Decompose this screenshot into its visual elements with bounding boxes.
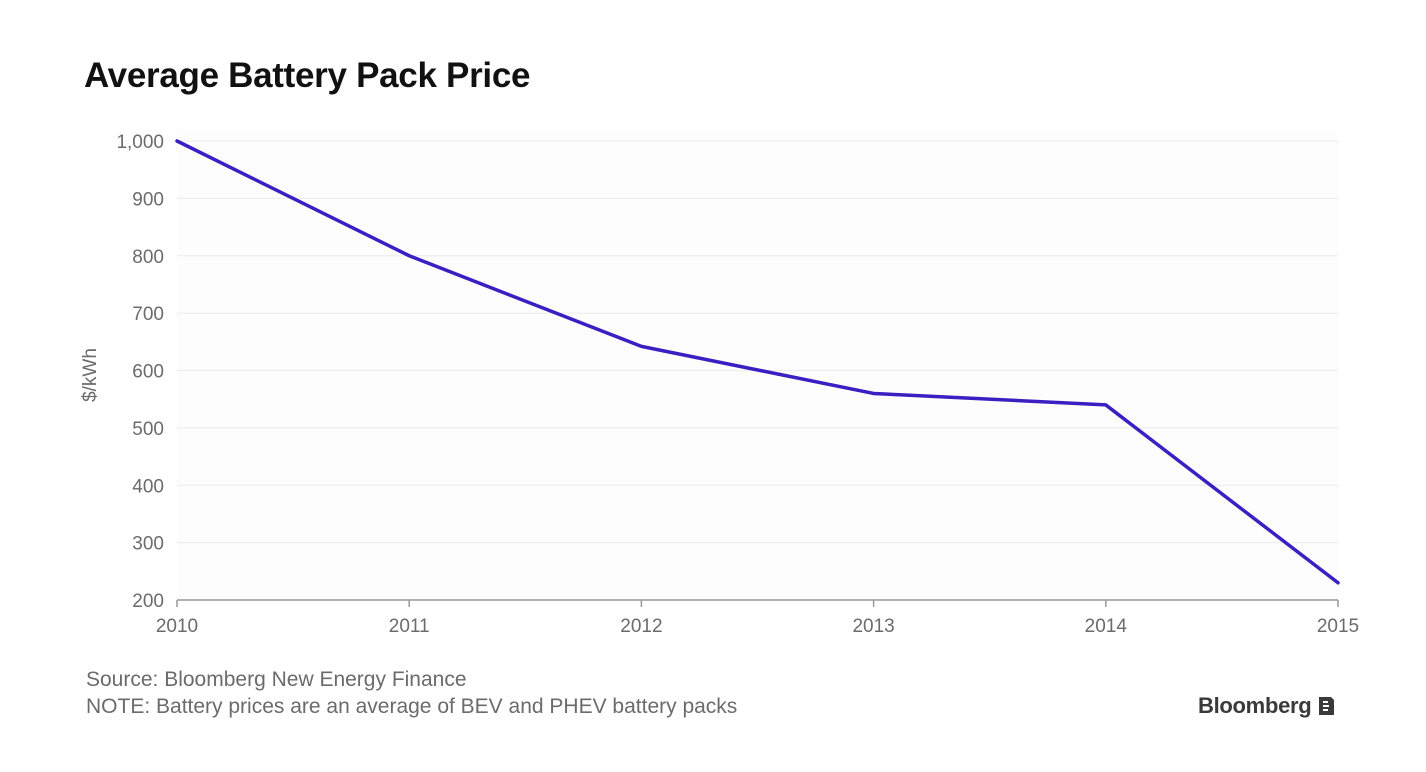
y-tick-label: 1,000 xyxy=(116,132,164,153)
y-tick-label: 400 xyxy=(132,476,164,497)
x-axis-tick-labels: 2010 2011 2012 2013 2014 2015 xyxy=(156,616,1359,637)
gridlines xyxy=(177,140,1338,544)
series-line xyxy=(175,139,1340,585)
source-note: Source: Bloomberg New Energy Finance xyxy=(86,668,467,691)
footnote: NOTE: Battery prices are an average of B… xyxy=(86,695,738,718)
bloomberg-logo-icon xyxy=(1317,696,1335,716)
y-tick-label: 500 xyxy=(132,419,164,440)
y-tick-label: 700 xyxy=(132,304,164,325)
brand-name: Bloomberg xyxy=(1198,693,1312,718)
y-tick-label: 800 xyxy=(132,247,164,268)
plot-area xyxy=(177,131,1338,600)
series-lines xyxy=(175,139,1340,585)
plot-background xyxy=(177,131,1338,600)
x-axis xyxy=(176,599,1339,607)
y-tick-label: 200 xyxy=(132,591,164,612)
brand-mark: Bloomberg xyxy=(1198,693,1335,719)
y-axis-tick-labels: 200 300 400 500 600 700 800 900 1,000 xyxy=(116,132,164,612)
x-tick-label: 2013 xyxy=(852,616,894,637)
y-tick-label: 600 xyxy=(132,362,164,383)
x-tick-label: 2014 xyxy=(1085,616,1128,637)
x-tick-label: 2011 xyxy=(389,616,430,637)
x-tick-label: 2015 xyxy=(1317,616,1359,637)
x-tick-label: 2012 xyxy=(620,616,662,637)
y-axis-label: $/kWh xyxy=(80,348,101,402)
y-tick-label: 900 xyxy=(132,189,164,210)
chart-title: Average Battery Pack Price xyxy=(84,56,531,95)
y-tick-label: 300 xyxy=(132,534,164,555)
x-tick-label: 2010 xyxy=(156,616,198,637)
